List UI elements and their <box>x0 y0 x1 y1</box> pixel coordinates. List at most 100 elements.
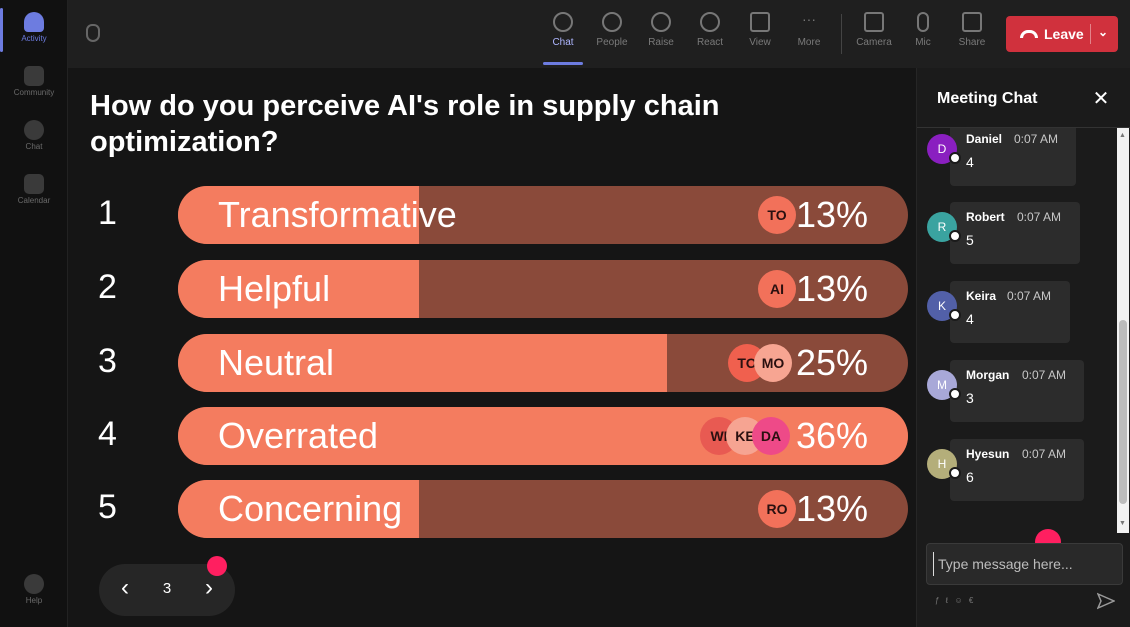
message-bubble: Daniel 0:07 AM 4 <box>950 128 1076 186</box>
chat-message: Hyesun 0:07 AM 6 H <box>917 439 1117 503</box>
option-percent: 13% <box>795 194 868 235</box>
message-text: 4 <box>966 311 974 327</box>
toolbar-people-button[interactable]: People <box>590 12 634 48</box>
message-text: 4 <box>966 154 974 170</box>
voter-avatar: MO <box>754 344 792 382</box>
sender-name: Hyesun <box>966 447 1010 461</box>
message-time: 0:07 AM <box>1007 289 1052 303</box>
help-icon <box>24 574 44 594</box>
toolbar-mic-button[interactable]: Mic <box>901 12 945 48</box>
presence-dot <box>949 230 961 242</box>
format-tools-icon[interactable]: ƒ ℓ ☺ € <box>935 596 976 605</box>
chat-title: Meeting Chat <box>937 90 1038 107</box>
phone-hangup-icon <box>1020 30 1038 38</box>
presence-dot <box>949 309 961 321</box>
option-bar: Concerning RO 13% <box>178 480 908 538</box>
message-input[interactable] <box>933 552 1113 576</box>
option-percent: 25% <box>795 342 868 383</box>
poll-option[interactable]: 1 Transformative TO 13% <box>68 186 916 244</box>
option-bar: Neutral TO MO 25% <box>178 334 908 392</box>
chat-message: Keira 0:07 AM 4 K <box>917 281 1117 345</box>
option-label: Concerning <box>218 488 403 529</box>
poll-option[interactable]: 2 Helpful AI 13% <box>68 260 916 318</box>
rail-item-chat[interactable]: Chat <box>0 120 68 151</box>
page-number: 3 <box>162 580 172 597</box>
community-icon <box>24 66 44 86</box>
poll-option[interactable]: 5 Concerning RO 13% <box>68 480 916 538</box>
rail-item-activity[interactable]: Activity <box>0 12 68 43</box>
sender-name: Morgan <box>966 368 1010 382</box>
voter-avatar: RO <box>758 490 796 528</box>
voter-avatar: DA <box>752 417 790 455</box>
toolbar-share-button[interactable]: Share <box>950 12 994 48</box>
close-icon[interactable]: ✕ <box>1092 88 1110 110</box>
chevron-right-icon[interactable]: › <box>205 574 213 601</box>
toolbar-camera-button[interactable]: Camera <box>852 12 896 48</box>
option-percent: 36% <box>795 415 868 456</box>
leave-divider <box>1090 24 1091 44</box>
left-rail: Activity Community Chat Calendar Help <box>0 0 68 627</box>
message-compose <box>926 543 1123 585</box>
leave-label: Leave <box>1044 26 1084 42</box>
toolbar-raise-button[interactable]: Raise <box>639 12 683 48</box>
rail-item-calendar[interactable]: Calendar <box>0 174 68 205</box>
presence-dot <box>949 152 961 164</box>
chat-icon <box>24 120 44 140</box>
smiley-icon <box>700 12 720 32</box>
toolbar-react-button[interactable]: React <box>688 12 732 48</box>
rail-active-indicator <box>0 8 3 52</box>
toolbar-view-button[interactable]: View <box>738 12 782 48</box>
option-number: 1 <box>98 194 117 232</box>
scroll-down-arrow-icon[interactable]: ▼ <box>1119 520 1126 527</box>
chat-message: Robert 0:07 AM 5 R <box>917 202 1117 266</box>
sender-name: Daniel <box>966 132 1003 146</box>
option-bar: Overrated WI KE DA 36% <box>178 407 908 465</box>
option-label: Transformative <box>218 194 457 235</box>
message-time: 0:07 AM <box>1014 132 1059 146</box>
chat-icon <box>553 12 573 32</box>
message-bubble: Hyesun 0:07 AM 6 <box>950 439 1084 501</box>
meeting-toolbar: Chat People Raise React View ··· More Ca… <box>68 0 1130 68</box>
toolbar-button-label: People <box>596 37 628 48</box>
rail-item-label: Community <box>13 88 55 97</box>
shield-icon <box>86 24 100 42</box>
rail-item-label: Chat <box>25 142 43 151</box>
poll-option[interactable]: 3 Neutral TO MO 25% <box>68 334 916 392</box>
toolbar-more-button[interactable]: ··· More <box>787 12 831 48</box>
toolbar-chat-button[interactable]: Chat <box>541 12 585 65</box>
option-percent: 13% <box>795 268 868 309</box>
message-time: 0:07 AM <box>1022 447 1067 461</box>
toolbar-divider <box>841 14 842 54</box>
more-icon: ··· <box>802 11 816 27</box>
option-bar: Helpful AI 13% <box>178 260 908 318</box>
message-bubble: Morgan 0:07 AM 3 <box>950 360 1084 422</box>
option-fill <box>178 334 668 392</box>
sender-name: Keira <box>966 289 997 303</box>
chat-scrollbar[interactable]: ▲ ▼ <box>1117 128 1129 533</box>
message-bubble: Keira 0:07 AM 4 <box>950 281 1070 343</box>
leave-button[interactable]: Leave ⌄ <box>1006 16 1118 52</box>
option-percent: 13% <box>795 488 868 529</box>
rail-item-label: Help <box>25 596 43 605</box>
send-icon[interactable] <box>1097 592 1115 610</box>
scrollbar-thumb[interactable] <box>1119 320 1127 504</box>
chevron-left-icon[interactable]: ‹ <box>121 574 129 601</box>
chevron-down-icon[interactable]: ⌄ <box>1098 25 1109 39</box>
message-text: 5 <box>966 232 974 248</box>
calendar-icon <box>24 174 44 194</box>
rail-item-help[interactable]: Help <box>0 574 68 605</box>
poll-option[interactable]: 4 Overrated WI KE DA 36% <box>68 407 916 465</box>
chat-message: Daniel 0:07 AM 4 D <box>917 128 1117 188</box>
option-bar: Transformative TO 13% <box>178 186 908 244</box>
rail-item-community[interactable]: Community <box>0 66 68 97</box>
option-label: Helpful <box>218 268 331 309</box>
option-label: Overrated <box>218 415 379 456</box>
option-fill <box>178 186 419 244</box>
presence-dot <box>949 467 961 479</box>
toolbar-button-label: React <box>696 37 724 48</box>
share-icon <box>962 12 982 32</box>
toolbar-button-label: View <box>749 37 771 48</box>
toolbar-button-label: Share <box>958 37 986 48</box>
option-label: Neutral <box>218 342 335 383</box>
scroll-up-arrow-icon[interactable]: ▲ <box>1119 132 1126 139</box>
